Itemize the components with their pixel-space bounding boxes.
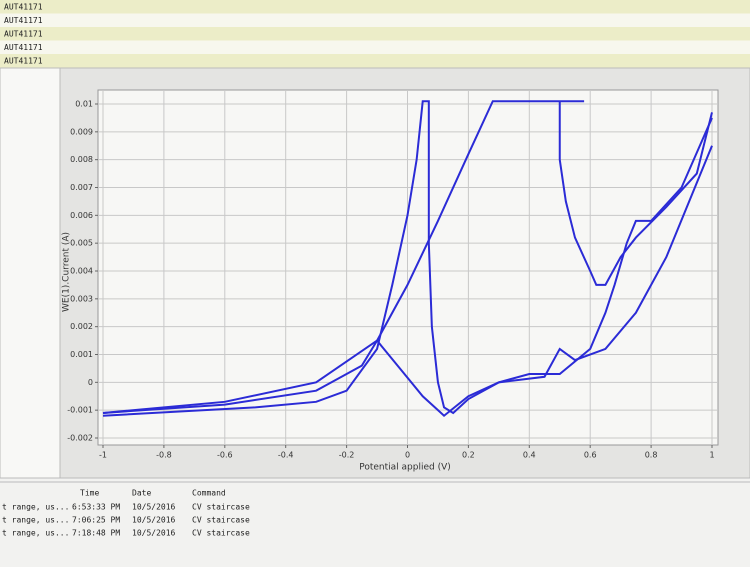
x-tick-label: 0.8 [645,451,658,460]
y-tick-label: 0.007 [70,183,93,192]
left-panel [0,67,61,479]
y-tick-label: 0.002 [70,322,93,331]
table-cell: t range, us... [2,503,69,512]
list-row [0,13,750,27]
x-tick-label: 0.4 [523,451,536,460]
x-tick-label: 0 [405,451,410,460]
table-header: Time [80,489,99,498]
table-cell: 10/5/2016 [132,503,176,512]
table-cell: 10/5/2016 [132,529,176,538]
x-tick-label: -0.2 [339,451,355,460]
table-cell: 6:53:33 PM [72,503,120,512]
x-tick-label: -0.8 [156,451,172,460]
y-tick-label: -0.001 [67,406,93,415]
y-tick-label: 0.005 [70,239,93,248]
list-item: AUT41171 [4,16,43,25]
table-cell: CV staircase [192,516,250,525]
y-tick-label: 0.009 [70,127,93,136]
table-cell: 10/5/2016 [132,516,176,525]
list-row [0,27,750,41]
x-tick-label: -1 [99,451,107,460]
table-cell: 7:06:25 PM [72,516,120,525]
list-item: AUT41171 [4,43,43,52]
x-tick-label: -0.4 [278,451,294,460]
data-line [558,101,713,286]
list-item: AUT41171 [4,3,43,12]
table-cell: t range, us... [2,516,69,525]
y-tick-label: 0.006 [70,211,93,220]
x-tick-label: -0.6 [217,451,233,460]
y-tick-label: 0.001 [70,350,93,359]
table-cell: CV staircase [192,529,250,538]
y-tick-label: 0.008 [70,155,93,164]
y-tick-label: 0.01 [75,100,93,109]
list-row [0,40,750,54]
y-tick-label: -0.002 [67,434,93,443]
x-tick-label: 0.2 [462,451,475,460]
y-tick-label: 0 [88,378,93,387]
y-axis-label: WE(1).Current (A) [62,232,72,312]
data-line [102,100,585,414]
x-tick-label: 1 [709,451,714,460]
table-header: Date [132,489,151,498]
table-cell: CV staircase [192,503,250,512]
y-tick-label: 0.003 [70,294,93,303]
data-line [102,117,713,418]
table-header: Command [192,489,226,498]
table-cell: 7:18:48 PM [72,529,120,538]
x-axis-label: Potential applied (V) [359,463,451,473]
x-tick-label: 0.6 [584,451,597,460]
list-row [0,54,750,68]
list-item: AUT41171 [4,30,43,39]
list-item: AUT41171 [4,57,43,66]
y-tick-label: 0.004 [70,267,93,276]
table-cell: t range, us... [2,529,69,538]
list-row [0,0,750,14]
